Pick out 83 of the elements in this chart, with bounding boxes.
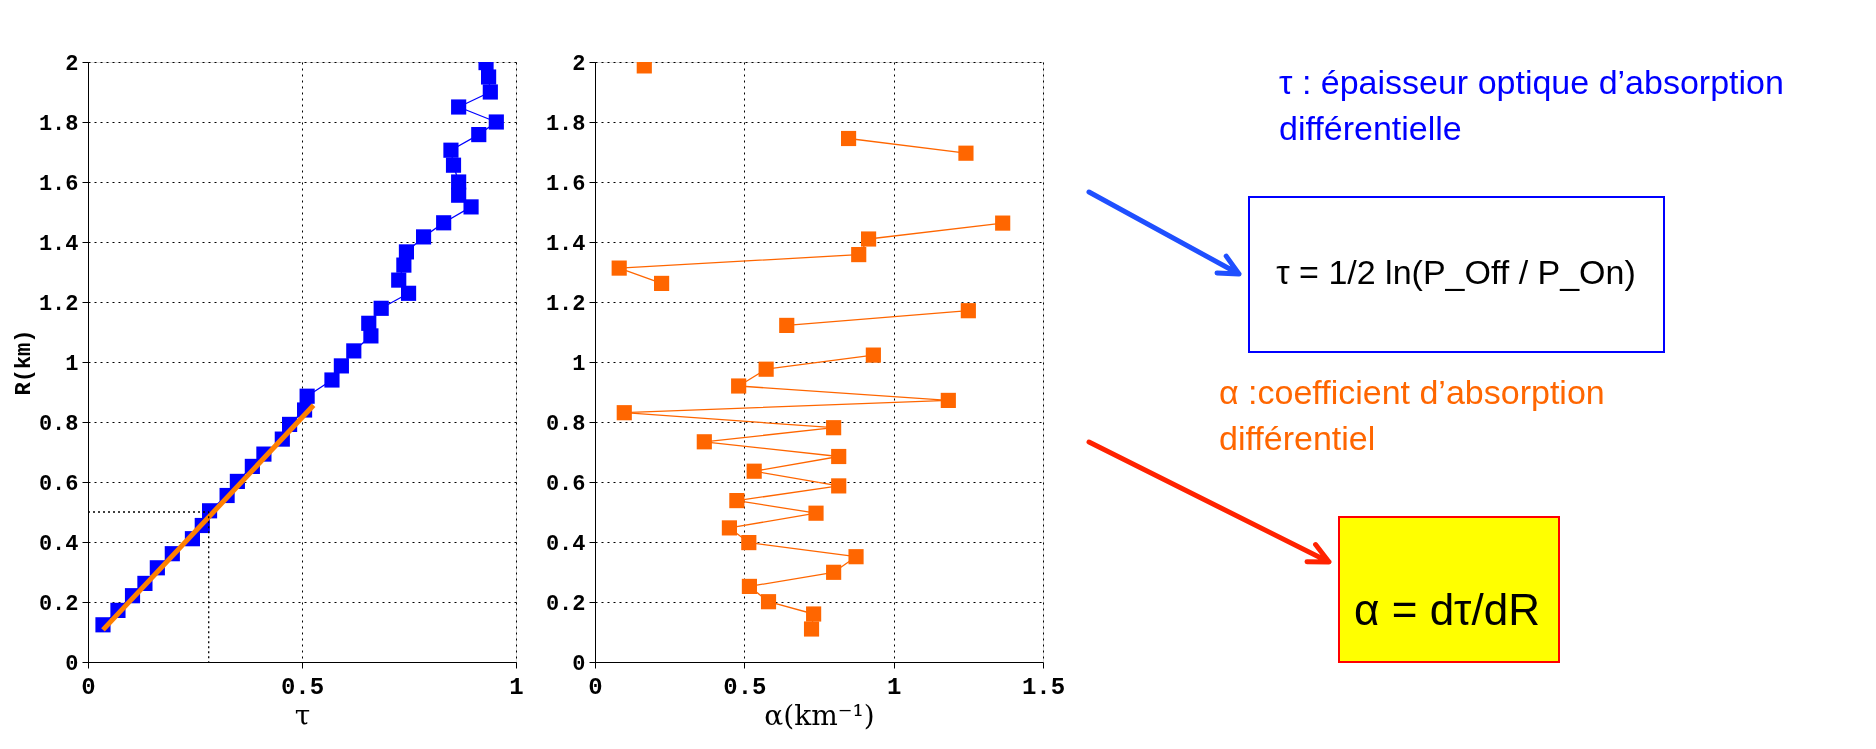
point	[654, 275, 670, 291]
y-tick-label: 1	[65, 351, 79, 377]
point	[445, 157, 462, 173]
point	[451, 99, 467, 115]
point	[481, 69, 497, 85]
point	[324, 372, 340, 388]
point	[808, 505, 824, 521]
point	[373, 300, 389, 316]
point	[758, 361, 774, 377]
point	[779, 317, 795, 333]
point	[482, 84, 498, 100]
y-tick-label: 1.2	[38, 291, 79, 317]
point	[826, 420, 842, 436]
point	[806, 606, 822, 622]
point	[398, 244, 415, 260]
x-axis-title: τ	[294, 698, 311, 732]
point	[443, 142, 459, 158]
text: α = dτ/dR	[1354, 585, 1540, 634]
point	[760, 594, 777, 610]
y-tick-label: 0.6	[545, 471, 586, 497]
point	[415, 229, 432, 245]
y-tick-label: 0.4	[545, 531, 586, 557]
point	[696, 434, 712, 450]
x-tick-label: 1	[886, 673, 902, 701]
y-tick-label: 1.4	[545, 231, 586, 257]
point	[831, 448, 847, 465]
x-tick-label: 0.5	[280, 673, 325, 701]
y-tick-label: 0.2	[38, 591, 79, 617]
point	[299, 388, 315, 404]
y-tick-label: 1.4	[38, 231, 79, 257]
y-tick-label: 1.8	[545, 111, 586, 137]
point	[851, 247, 867, 263]
y-tick-label: 1.8	[38, 111, 79, 137]
point	[611, 260, 627, 276]
point	[346, 343, 362, 359]
point	[463, 199, 479, 215]
point	[803, 621, 820, 637]
point	[333, 358, 349, 374]
text: τ : épaisseur optique d’absorption différentielle	[1279, 63, 1784, 147]
y-axis-title: R(km)	[11, 329, 37, 396]
x-tick-label: 1.5	[1021, 673, 1066, 701]
point	[616, 405, 632, 421]
point	[848, 549, 864, 565]
y-tick-label: 0.8	[38, 411, 79, 437]
point	[840, 130, 857, 147]
point	[436, 215, 452, 231]
y-tick-label: 0	[572, 651, 586, 677]
point	[361, 315, 377, 331]
point	[865, 347, 881, 363]
x-axis-title: α(km⁻¹)	[764, 698, 875, 732]
point	[940, 392, 956, 408]
point	[400, 285, 417, 301]
y-tick-label: 0	[65, 651, 79, 677]
y-tick-label: 0.8	[545, 411, 586, 437]
y-tick-label: 1.6	[545, 171, 586, 197]
point	[391, 272, 407, 288]
y-tick-label: 2	[572, 51, 586, 77]
point	[488, 114, 504, 130]
point	[831, 478, 847, 494]
point	[729, 493, 745, 509]
point	[721, 520, 737, 536]
point	[995, 215, 1011, 231]
point	[741, 578, 757, 594]
point	[471, 127, 487, 143]
point	[451, 174, 467, 190]
y-tick-label: 0.6	[38, 471, 79, 497]
point	[826, 564, 842, 580]
y-tick-label: 1	[572, 351, 586, 377]
point	[960, 303, 976, 319]
y-tick-label: 2	[65, 51, 79, 77]
point	[731, 378, 747, 394]
text: α :coefficient d’absorption différentiel	[1219, 373, 1605, 457]
point	[861, 231, 877, 247]
x-tick-label: 1	[509, 673, 524, 701]
point	[741, 535, 757, 551]
text: τ = 1/2 ln(P_Off / P_On)	[1276, 253, 1636, 291]
y-tick-label: 0.2	[545, 591, 586, 617]
point	[746, 463, 762, 479]
x-tick-label: 0.5	[723, 673, 767, 701]
point	[958, 145, 974, 161]
y-tick-label: 1.6	[38, 171, 79, 197]
y-tick-label: 1.2	[545, 291, 586, 317]
y-tick-label: 0.4	[38, 531, 79, 557]
